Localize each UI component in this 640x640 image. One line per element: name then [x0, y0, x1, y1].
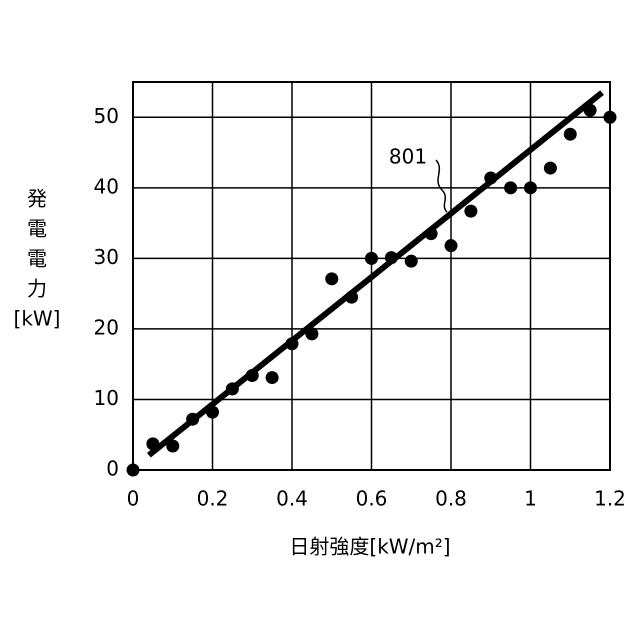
x-tick-label: 0.8: [435, 487, 467, 511]
chart: 801 日射強度[kW/m²] 0 10 20 30 40 50 0 0.2 0.4 0.6 0.8…: [0, 0, 640, 640]
data-point: [564, 128, 577, 141]
x-tick-label: 1: [524, 487, 537, 511]
x-tick-label: 0.6: [356, 487, 388, 511]
y-axis-label: 発: [27, 187, 47, 211]
annotation: 801: [389, 145, 427, 169]
x-tick-label: 0.2: [197, 487, 229, 511]
data-point: [206, 406, 219, 419]
y-axis-label: [kW]: [14, 307, 61, 331]
data-point: [445, 239, 458, 252]
data-point: [464, 205, 477, 218]
fit-line: [149, 93, 602, 456]
data-point: [266, 371, 279, 384]
y-tick-label: 50: [94, 104, 119, 128]
data-point: [186, 413, 199, 426]
data-point: [127, 464, 140, 477]
x-axis-label: 日射強度[kW/m²]: [289, 535, 450, 559]
data-point: [365, 252, 378, 265]
data-point: [226, 382, 239, 395]
data-point: [325, 272, 338, 285]
data-point: [604, 111, 617, 124]
x-tick-label: 1.2: [594, 487, 626, 511]
y-tick-label: 20: [94, 315, 119, 339]
data-point: [524, 181, 537, 194]
data-point: [246, 369, 259, 382]
data-point: [385, 251, 398, 264]
y-axis-label: 電: [27, 247, 47, 271]
x-tick-label: 0: [127, 487, 140, 511]
x-tick-label: 0.4: [276, 487, 308, 511]
data-point: [405, 255, 418, 268]
y-tick-label: 30: [94, 245, 119, 269]
y-axis-label: 電: [27, 217, 47, 241]
data-point: [544, 162, 557, 175]
leader-line: [436, 160, 447, 212]
data-point: [504, 181, 517, 194]
data-point: [146, 437, 159, 450]
data-point: [166, 440, 179, 453]
y-tick-label: 0: [106, 457, 119, 481]
y-axis-label: 力: [27, 277, 47, 301]
data-point: [345, 291, 358, 304]
data-point: [584, 104, 597, 117]
y-tick-label: 40: [94, 174, 119, 198]
data-point: [425, 227, 438, 240]
data-point: [305, 327, 318, 340]
data-point: [484, 171, 497, 184]
data-point: [286, 337, 299, 350]
y-tick-label: 10: [94, 386, 119, 410]
